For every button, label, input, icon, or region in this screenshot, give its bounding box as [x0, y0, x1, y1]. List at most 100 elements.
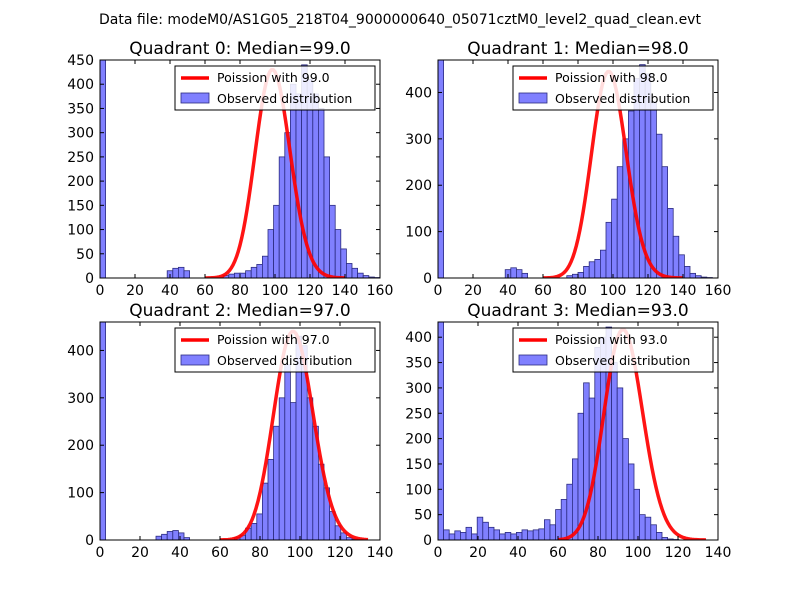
quadrant-3-bar: [521, 529, 528, 540]
quadrant-0-xtick-label: 20: [126, 283, 144, 299]
quadrant-0-bar: [329, 204, 336, 278]
quadrant-2-xtick-label: 140: [367, 545, 394, 561]
quadrant-0-bar: [351, 267, 358, 278]
quadrant-3-bar: [656, 532, 663, 540]
quadrant-2-bars: [100, 322, 364, 540]
quadrant-2-legend-observed-swatch: [180, 354, 210, 366]
quadrant-0-bar: [334, 229, 342, 278]
quadrant-1-bar: [684, 265, 691, 278]
quadrant-2-legend-box: [174, 327, 376, 373]
quadrant-3-ytick-label: 150: [405, 457, 432, 473]
quadrant-2-ytick-label: 100: [67, 486, 94, 502]
quadrant-1-bar: [510, 267, 517, 278]
quadrant-3-bar: [504, 532, 512, 540]
quadrant-2-ytick-label: 0: [85, 533, 94, 549]
quadrant-1-bar: [661, 166, 668, 278]
quadrant-0-xtick-label: 120: [297, 283, 324, 299]
quadrant-3-xtick-label: 0: [434, 545, 443, 561]
quadrant-3-xtick-label: 100: [625, 545, 652, 561]
quadrant-1-ytick-label: 100: [405, 225, 432, 241]
quadrant-0-legend-observed-swatch: [180, 92, 210, 104]
quadrant-2-bar: [289, 402, 297, 540]
quadrant-3-bar: [538, 528, 545, 540]
quadrant-3-bar: [532, 529, 540, 540]
quadrant-3-bar: [644, 516, 652, 540]
quadrant-0-xtick-label: 0: [96, 283, 105, 299]
quadrant-3-axes-frame: [437, 321, 719, 541]
quadrant-0-bar: [245, 270, 252, 278]
quadrant-0-bar: [317, 108, 325, 278]
quadrant-0-bar: [183, 270, 190, 278]
quadrant-2-bar: [183, 537, 190, 540]
quadrant-3-ytick-label: 100: [405, 482, 432, 498]
quadrant-2-bar: [177, 532, 185, 540]
quadrant-0-ytick-label: 150: [67, 198, 94, 214]
quadrant-3-bar: [438, 322, 444, 540]
quadrant-3-bar: [471, 533, 478, 540]
quadrant-3-ytick-label: 250: [405, 406, 432, 422]
quadrant-1-bar: [672, 235, 680, 278]
quadrant-0-xtick-label: 60: [196, 283, 214, 299]
quadrant-2-bar: [100, 322, 106, 540]
quadrant-3-panel: Quadrant 3: Median=93.0 0 20 40 60 80 100 120 14…: [405, 301, 731, 561]
quadrant-0-ytick-label: 100: [67, 223, 94, 239]
quadrant-0-xtick-label: 80: [231, 283, 249, 299]
quadrant-3-xtick-label: 60: [549, 545, 567, 561]
quadrant-0-bar: [273, 204, 280, 278]
quadrant-1-bar: [577, 272, 584, 278]
quadrant-0-bar: [233, 272, 241, 278]
quadrant-2-xtick-label: 100: [287, 545, 314, 561]
figure-suptitle: Data file: modeM0/AS1G05_218T04_90000006…: [99, 12, 701, 28]
quadrant-3-bar: [482, 521, 489, 540]
quadrant-3-bar: [443, 529, 450, 540]
quadrant-2-axes-frame: [99, 321, 381, 541]
quadrant-3-bar: [628, 463, 635, 540]
quadrant-0-panel: Quadrant 0: Median=99.0 0 20 40 60 80 100 120 14…: [67, 39, 393, 299]
quadrant-3-bar: [566, 483, 573, 540]
quadrant-0-ytick-label: 0: [85, 271, 94, 287]
quadrant-3-bars: [438, 322, 680, 540]
quadrant-1-bar: [611, 198, 618, 278]
quadrant-1-bar: [650, 101, 657, 278]
quadrant-1-xtick-label: 20: [464, 283, 482, 299]
quadrant-0-bar: [312, 93, 319, 278]
quadrant-1-ytick-label: 0: [423, 271, 432, 287]
quadrant-0-bar: [256, 264, 263, 278]
quadrant-1-bar: [656, 133, 663, 278]
quadrant-1-bar: [588, 261, 596, 278]
quadrant-0-ytick-label: 400: [67, 77, 94, 93]
quadrant-1-ytick-label: 400: [405, 85, 432, 101]
quadrant-1-bar: [689, 272, 696, 278]
quadrant-0-bar: [323, 156, 330, 278]
quadrant-0-bar: [250, 266, 258, 278]
quadrant-3-legend-observed-label: Observed distribution: [555, 353, 690, 368]
quadrant-1-legend: Poission with 98.0 Observed distribution: [512, 65, 714, 111]
quadrant-1-bar: [516, 269, 523, 278]
quadrant-2-bar: [306, 397, 314, 540]
quadrant-3-bar: [459, 532, 467, 540]
quadrant-3-bar: [639, 514, 646, 540]
quadrant-2-bar: [161, 533, 168, 540]
quadrant-0-bar: [228, 273, 235, 278]
quadrant-0-bar: [100, 60, 106, 278]
quadrant-0-ytick-label: 200: [67, 174, 94, 190]
quadrant-2-xtick-label: 40: [171, 545, 189, 561]
quadrant-2-xtick-label: 20: [131, 545, 149, 561]
quadrant-2-bar: [172, 530, 179, 540]
quadrant-0-xtick-label: 100: [262, 283, 289, 299]
quadrant-3-bar: [499, 533, 506, 540]
quadrant-3-legend-poisson-label: Poission with 93.0: [555, 332, 668, 347]
quadrant-3-xtick-label: 40: [509, 545, 527, 561]
quadrant-2-ytick-label: 200: [67, 438, 94, 454]
quadrant-0-ytick-label: 50: [76, 247, 94, 263]
quadrant-2-legend-observed-label: Observed distribution: [217, 353, 352, 368]
quadrant-1-bar: [438, 60, 444, 278]
quadrant-0-ytick-label: 250: [67, 150, 94, 166]
quadrant-0-legend-observed-label: Observed distribution: [217, 91, 352, 106]
quadrant-2-xtick-label: 0: [96, 545, 105, 561]
quadrant-3-bar: [611, 362, 618, 540]
quadrant-3-bar: [493, 529, 500, 540]
quadrant-1-bar: [583, 265, 590, 278]
quadrant-2-xtick-label: 60: [211, 545, 229, 561]
